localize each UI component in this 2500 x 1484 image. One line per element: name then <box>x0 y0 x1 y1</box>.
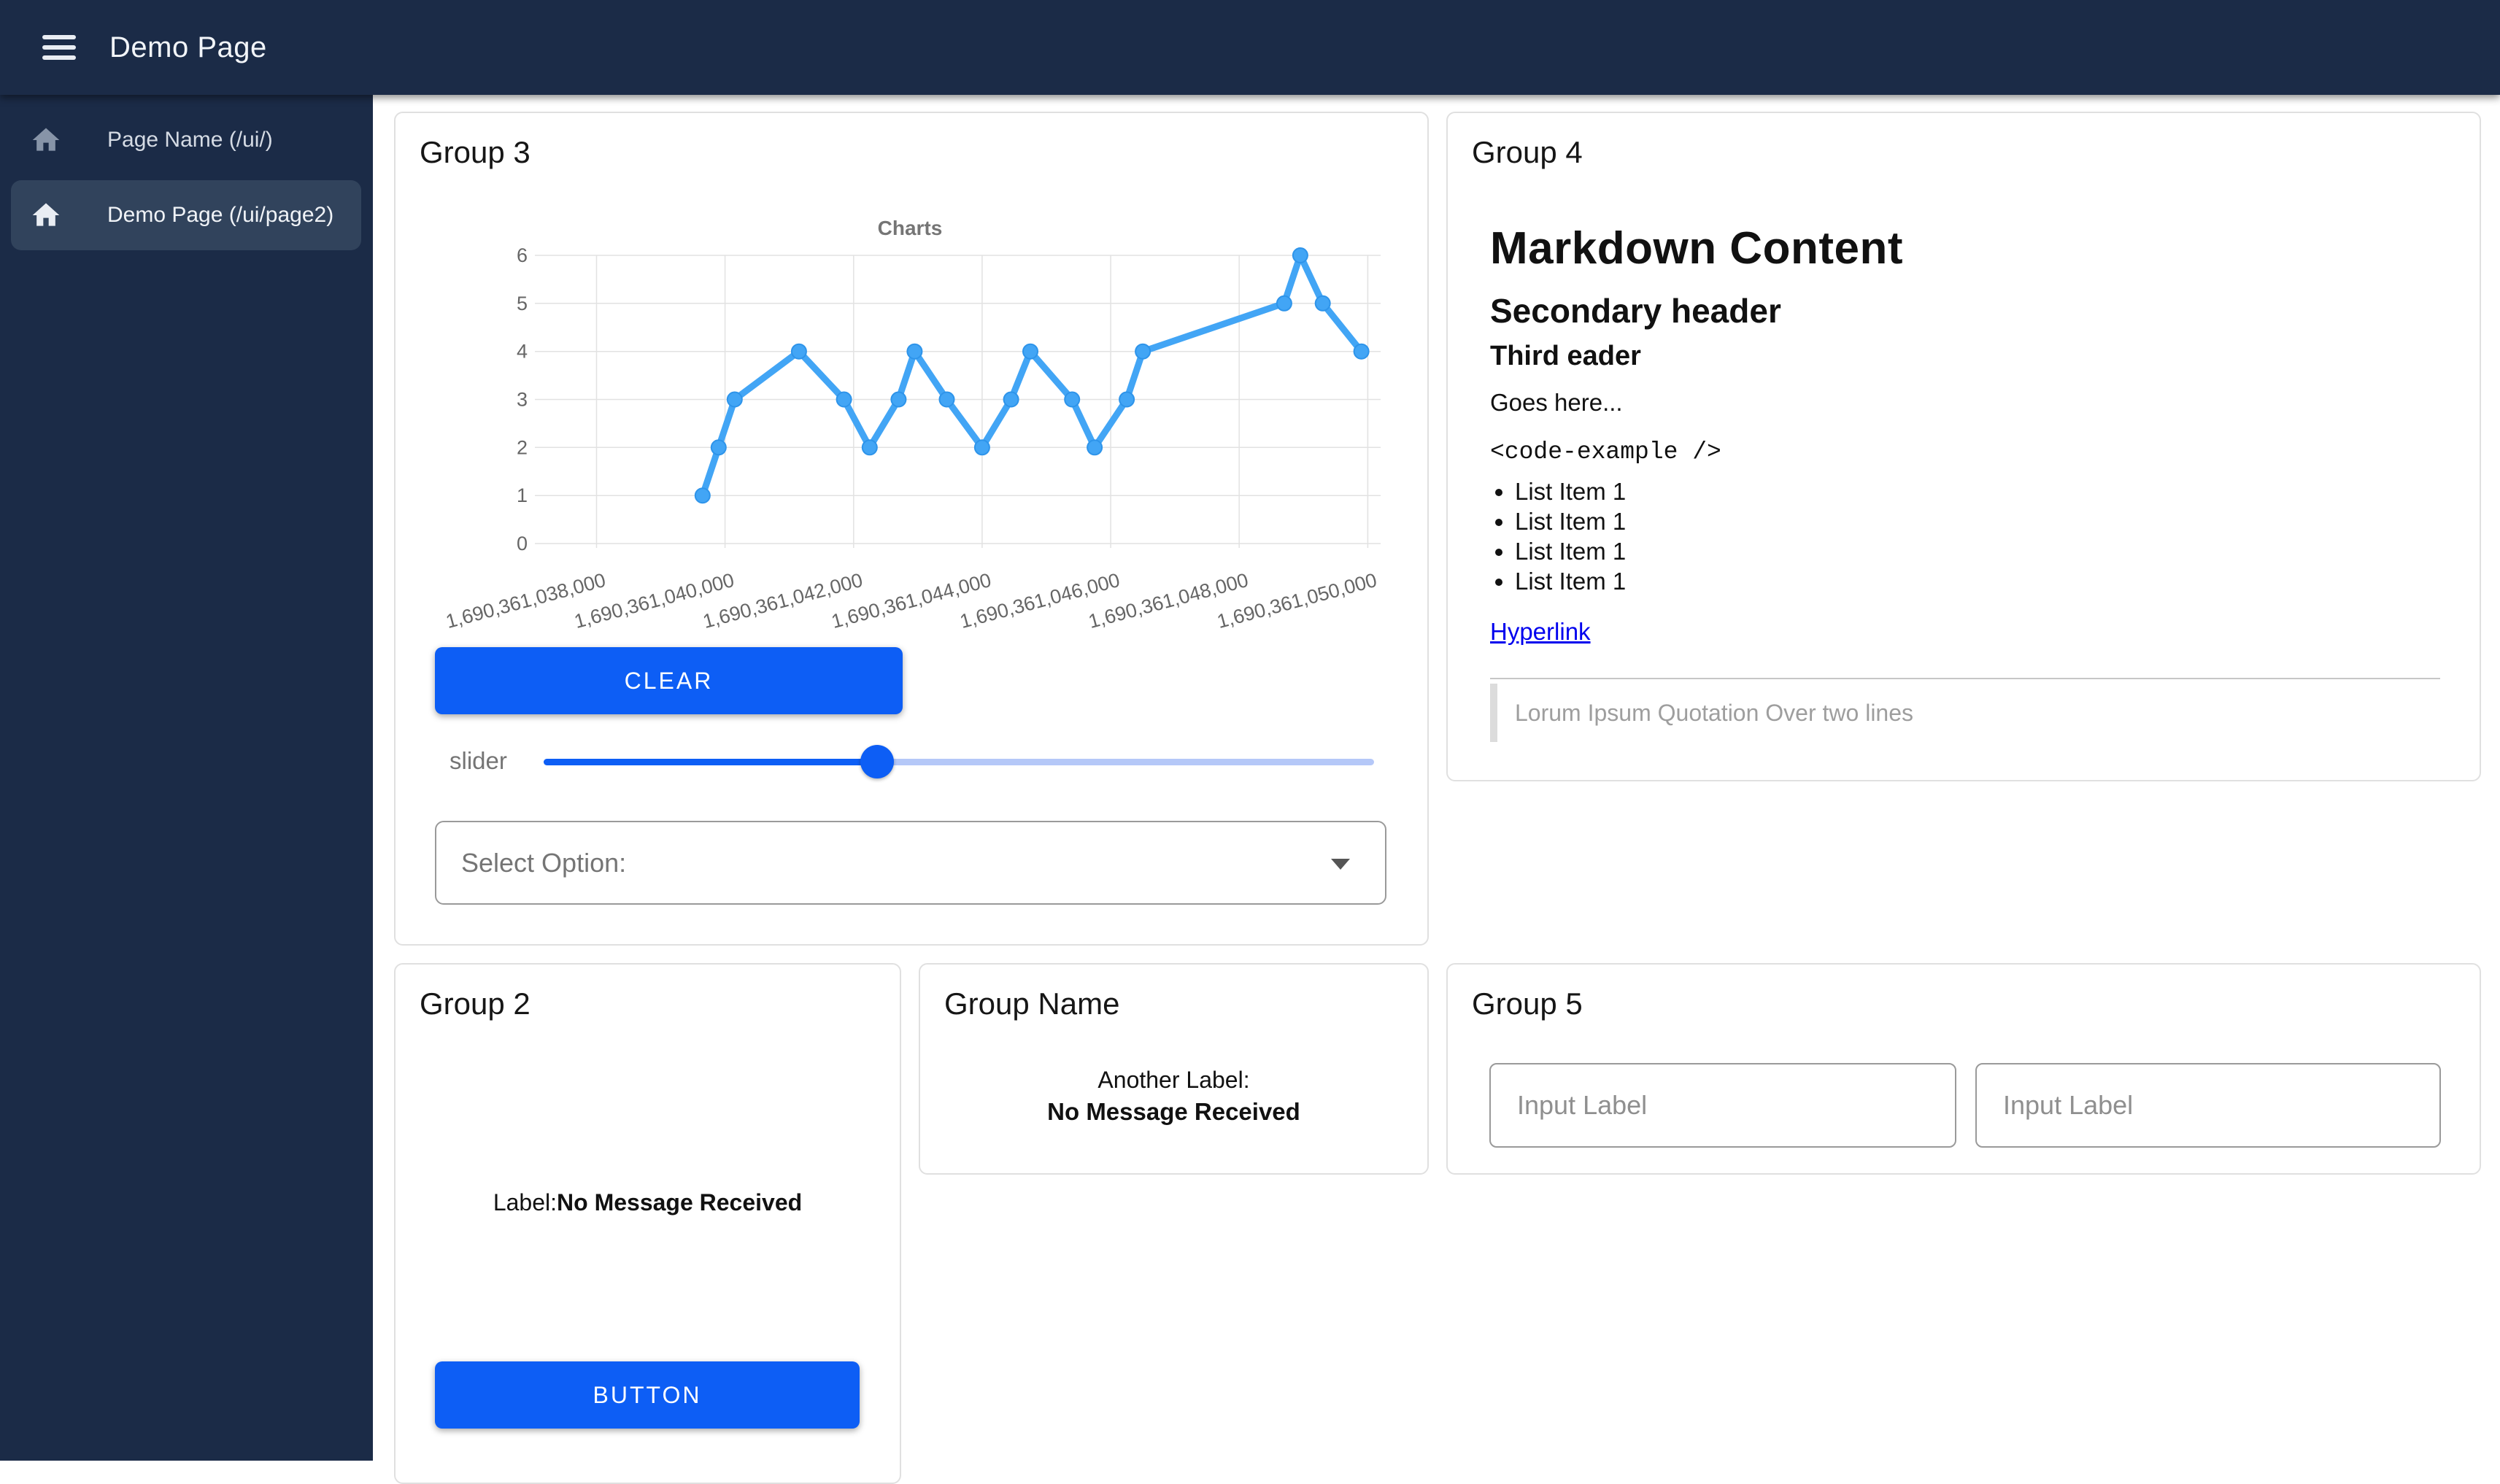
divider <box>1490 678 2440 679</box>
group4-title: Group 4 <box>1472 135 1583 169</box>
chevron-down-icon <box>1331 858 1350 870</box>
blockquote-text: Lorum Ipsum Quotation Over two lines <box>1515 700 1914 726</box>
markdown-code: <code-example /> <box>1490 438 1721 465</box>
menu-bar <box>42 45 76 50</box>
line-chart: Charts01234561,690,361,038,0001,690,361,… <box>444 217 1381 633</box>
slider-fill <box>544 759 878 765</box>
card-group-5: Group 5 <box>1446 963 2481 1175</box>
markdown-paragraph: Goes here... <box>1490 389 1623 416</box>
another-label: Another Label: <box>1097 1067 1250 1093</box>
menu-bar <box>42 35 76 39</box>
svg-text:5: 5 <box>517 293 528 314</box>
svg-text:2: 2 <box>517 436 528 458</box>
blockquote: Lorum Ipsum Quotation Over two lines <box>1490 684 1913 742</box>
svg-text:6: 6 <box>517 244 528 266</box>
svg-text:Charts: Charts <box>878 217 943 239</box>
group2-message: Label:No Message Received <box>396 1189 900 1216</box>
svg-text:4: 4 <box>517 341 528 363</box>
list-item: List Item 1 <box>1515 566 1626 596</box>
slider-label: slider <box>450 747 507 774</box>
list-item: List Item 1 <box>1515 476 1626 506</box>
sidebar-item-demo-page[interactable]: Demo Page (/ui/page2) <box>11 180 361 250</box>
menu-icon[interactable] <box>42 35 76 60</box>
slider[interactable] <box>544 745 1374 778</box>
input-label-field-1[interactable] <box>1489 1063 1956 1148</box>
markdown-h2: Secondary header <box>1490 292 1781 330</box>
group2-message-value: No Message Received <box>557 1189 803 1216</box>
card-group-4: Group 4 Markdown Content Secondary heade… <box>1446 112 2481 781</box>
hyperlink[interactable]: Hyperlink <box>1490 618 1591 645</box>
group-name-title: Group Name <box>944 986 1120 1021</box>
sidebar-item-page-name[interactable]: Page Name (/ui/) <box>11 105 361 175</box>
input-label-field-2[interactable] <box>1975 1063 2441 1148</box>
markdown-h1: Markdown Content <box>1490 223 1903 274</box>
group2-title: Group 2 <box>420 986 531 1021</box>
home-icon <box>32 203 60 226</box>
markdown-list: List Item 1List Item 1List Item 1List It… <box>1490 476 1626 596</box>
group2-button[interactable]: BUTTON <box>435 1361 860 1429</box>
blockquote-bar <box>1490 684 1497 742</box>
app-title: Demo Page <box>109 31 267 63</box>
clear-button[interactable]: CLEAR <box>435 647 903 714</box>
home-icon <box>32 128 60 151</box>
sidebar-item-label: Page Name (/ui/) <box>107 128 273 152</box>
group-name-message: No Message Received <box>1047 1098 1300 1125</box>
svg-text:0: 0 <box>517 533 528 554</box>
group2-message-label: Label: <box>493 1189 558 1216</box>
svg-text:3: 3 <box>517 389 528 411</box>
select-label: Select Option: <box>461 847 627 878</box>
group5-title: Group 5 <box>1472 986 1583 1021</box>
svg-text:1: 1 <box>517 484 528 506</box>
sidebar-item-label: Demo Page (/ui/page2) <box>107 203 334 227</box>
card-group-3: Group 3 Charts 0 1 2 3 4 5 6 1,690,361,038,000 1,… <box>394 112 1429 946</box>
group3-title: Group 3 <box>420 135 531 169</box>
slider-thumb[interactable] <box>860 745 895 778</box>
list-item: List Item 1 <box>1515 506 1626 536</box>
card-group-name: Group Name Another Label: No Message Rec… <box>919 963 1429 1175</box>
menu-bar <box>42 55 76 60</box>
select-option-dropdown[interactable]: Select Option: <box>435 821 1386 905</box>
list-item: List Item 1 <box>1515 536 1626 566</box>
markdown-h3: Third eader <box>1490 341 1641 371</box>
top-bar: Demo Page <box>0 0 2500 95</box>
card-group-2: Group 2 Label:No Message Received BUTTON <box>394 963 901 1484</box>
sidebar: Page Name (/ui/) Demo Page (/ui/page2) <box>0 95 373 1461</box>
